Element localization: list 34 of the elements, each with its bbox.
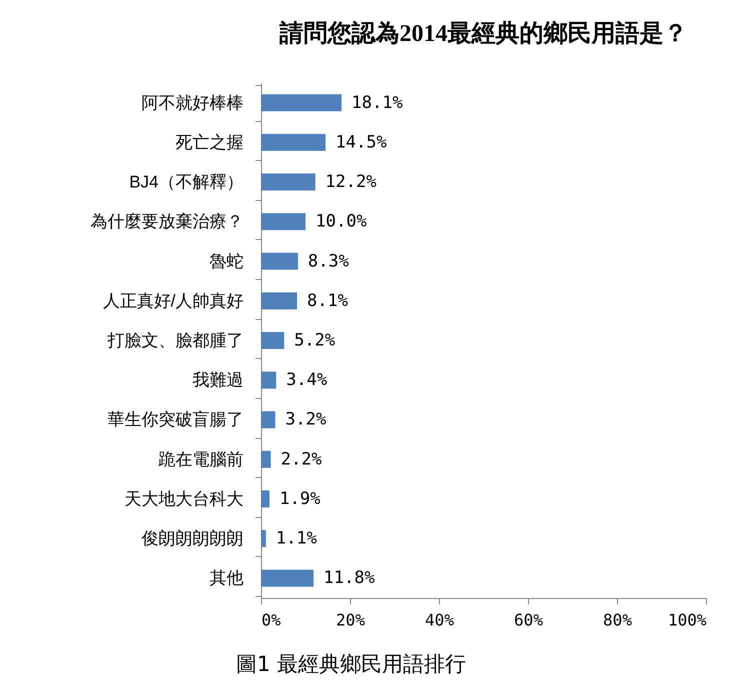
- y-tick-label: 俊朗朗朗朗朗: [140, 529, 244, 548]
- data-label: 14.5%: [336, 132, 387, 152]
- x-tick-label: 0%: [262, 610, 282, 630]
- y-tick-label: 天大地大台科大: [124, 489, 244, 508]
- y-tick-label: 人正真好/人帥真好: [102, 291, 244, 310]
- data-label: 5.2%: [294, 330, 336, 350]
- y-tick-label: 打臉文、臉都腫了: [106, 331, 244, 350]
- data-label: 8.3%: [308, 251, 349, 272]
- data-label: 1.9%: [279, 488, 320, 509]
- data-label: 12.2%: [325, 172, 376, 192]
- x-tick-label: 40%: [425, 610, 454, 630]
- data-label: 10.0%: [316, 212, 367, 232]
- data-label: 18.1%: [352, 92, 403, 113]
- data-label: 1.1%: [276, 528, 317, 549]
- x-tick-label: 60%: [514, 610, 544, 630]
- caption: 圖1 最經典鄉民用語排行: [236, 651, 466, 678]
- y-tick-label: 為什麼要放棄治療？: [90, 212, 244, 232]
- y-tick-label: 其他: [210, 568, 244, 588]
- y-tick-label: 死亡之握: [176, 132, 244, 152]
- y-tick-label: 華生你突破盲腸了: [108, 410, 244, 430]
- data-label: 11.8%: [324, 568, 375, 588]
- data-label: 3.4%: [286, 370, 328, 390]
- y-tick-label: 我難過: [192, 370, 244, 390]
- y-tick-label: 跪在電腦前: [158, 450, 244, 469]
- y-tick-label: BJ4（不解釋）: [129, 172, 244, 192]
- data-label: 8.1%: [307, 290, 348, 311]
- x-tick-label: 20%: [336, 610, 366, 630]
- y-tick-label: 阿不就好棒棒: [142, 93, 244, 112]
- data-label: 3.2%: [285, 410, 326, 430]
- y-tick-label: 魯蛇: [210, 252, 244, 271]
- chart-title: 請問您認為2014最經典的鄉民用語是？: [278, 20, 688, 47]
- x-tick-label: 100%: [668, 610, 707, 630]
- x-tick-label: 80%: [603, 610, 632, 630]
- data-label: 2.2%: [280, 449, 322, 470]
